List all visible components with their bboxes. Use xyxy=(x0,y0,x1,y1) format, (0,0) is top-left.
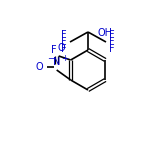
Text: O: O xyxy=(58,43,65,53)
Text: O: O xyxy=(35,62,43,72)
Text: F: F xyxy=(109,37,115,47)
Text: F: F xyxy=(51,45,57,55)
Text: F: F xyxy=(61,44,67,54)
Text: F: F xyxy=(109,44,115,54)
Text: F: F xyxy=(61,30,67,40)
Text: −: − xyxy=(47,54,54,63)
Text: F: F xyxy=(61,37,67,47)
Text: +: + xyxy=(61,54,67,63)
Text: F: F xyxy=(109,30,115,40)
Text: N: N xyxy=(53,57,60,67)
Text: OH: OH xyxy=(97,28,112,38)
